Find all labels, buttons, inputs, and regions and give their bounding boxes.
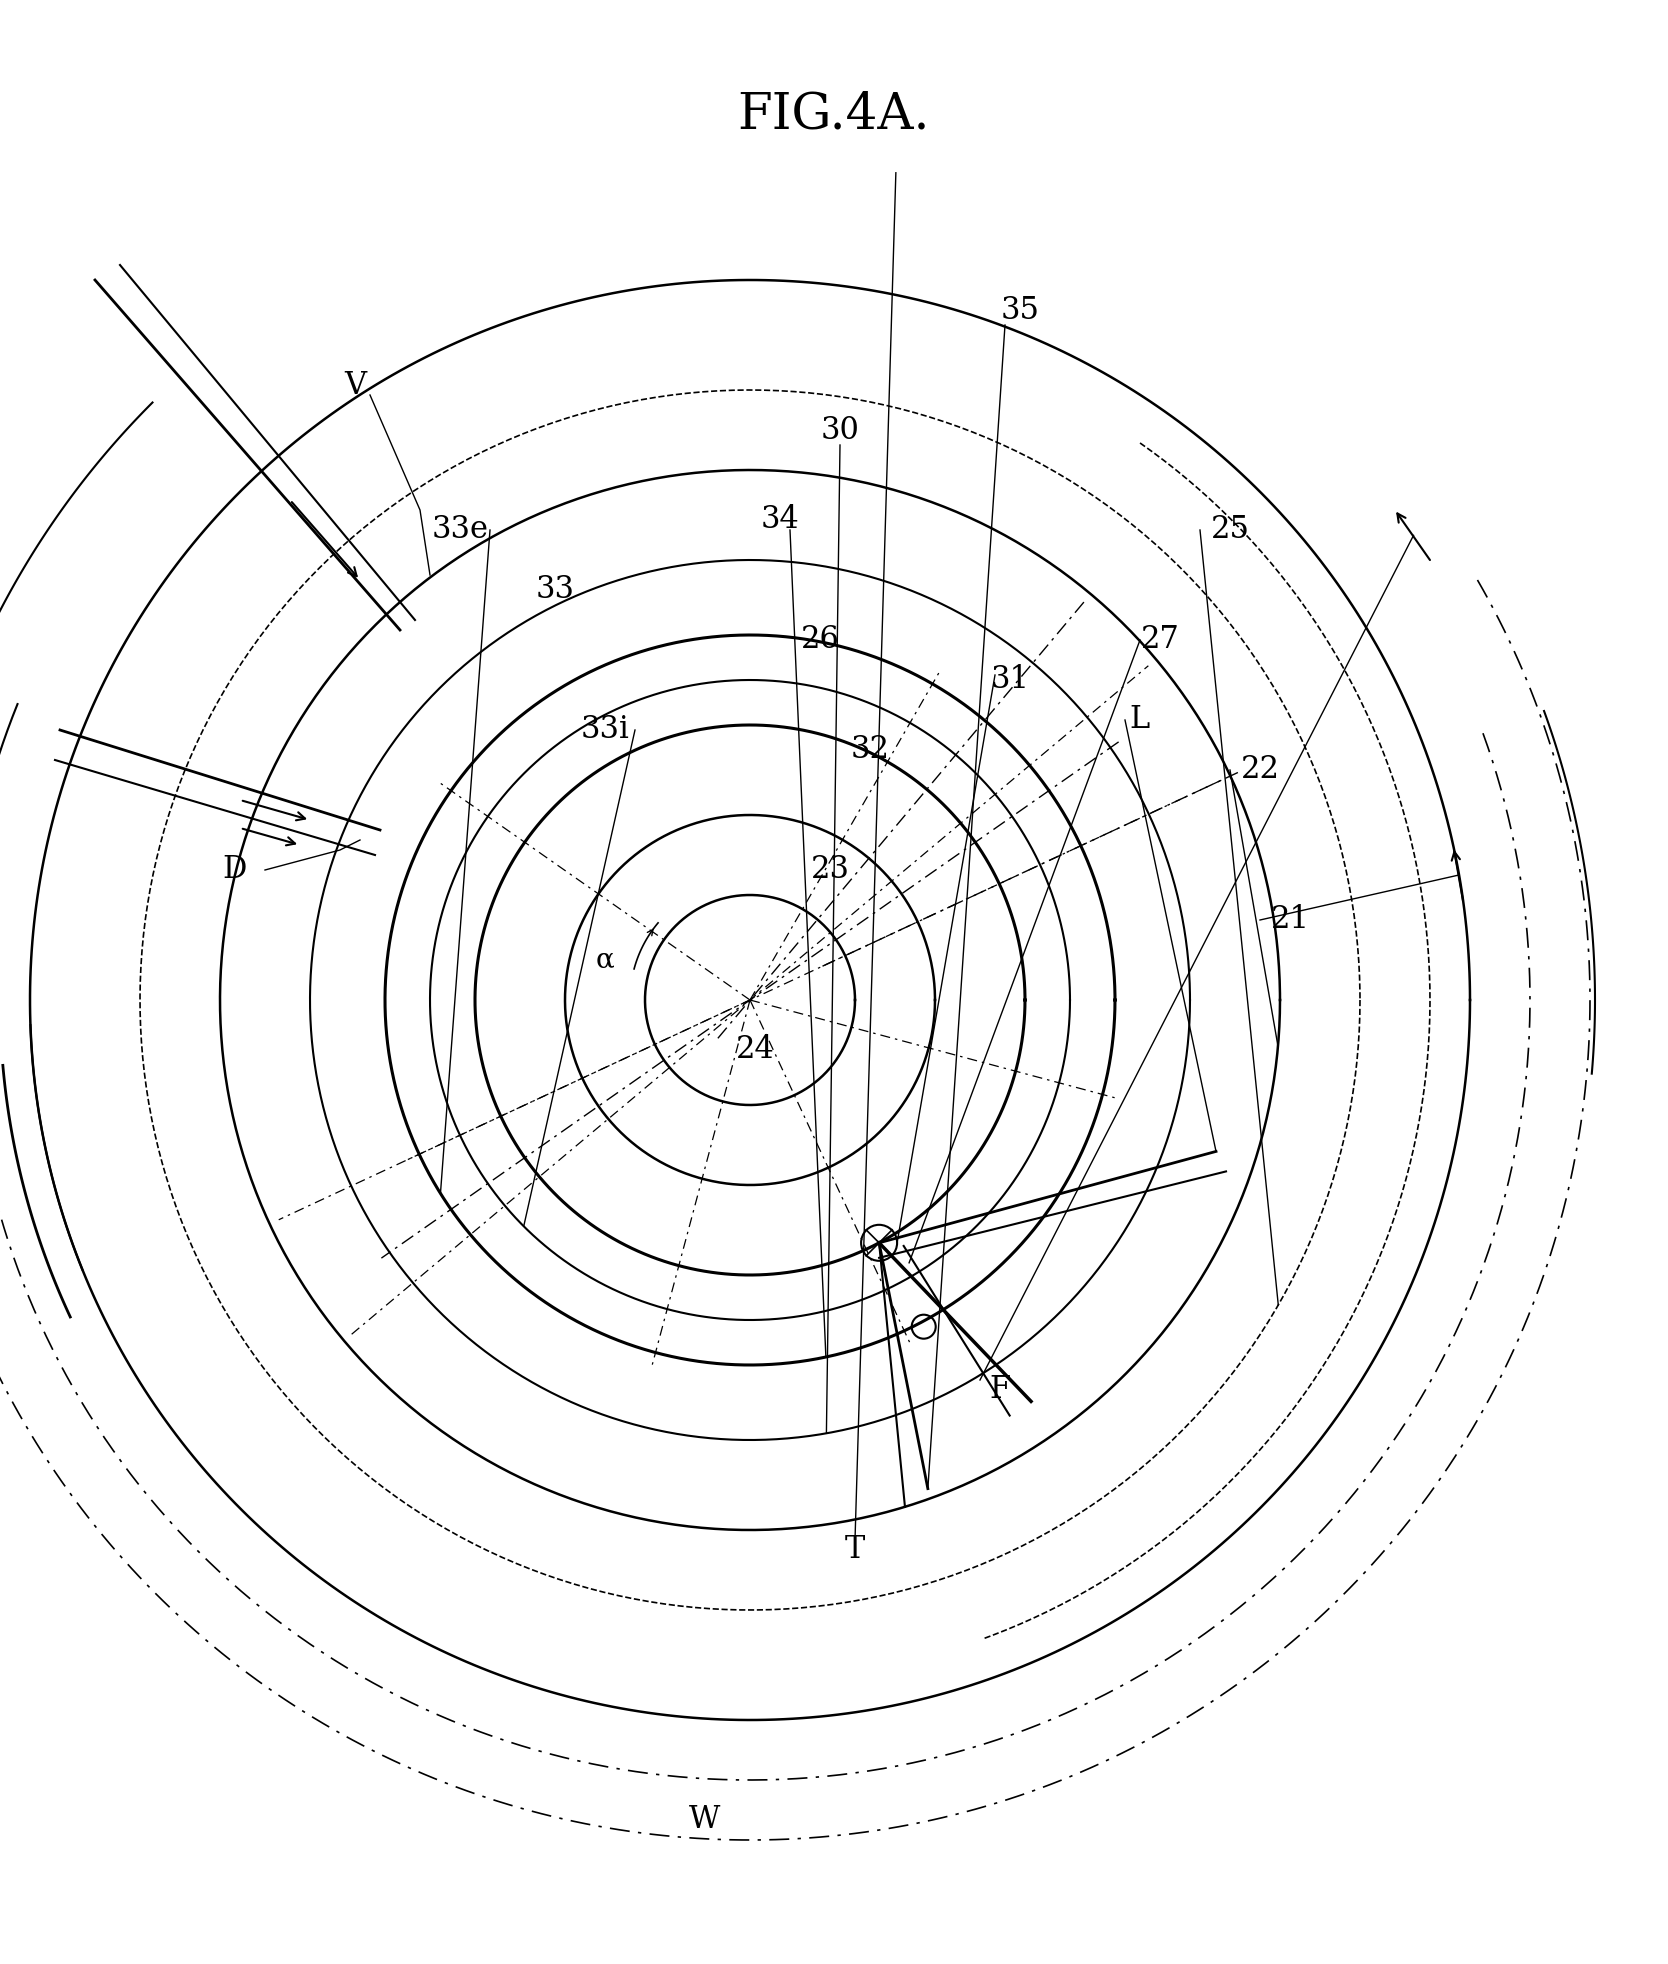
Text: F: F [989,1375,1011,1406]
Text: 34: 34 [761,505,799,536]
Text: 33i: 33i [580,715,629,746]
Text: D: D [224,854,247,886]
Text: 33: 33 [535,575,574,605]
Text: 22: 22 [1241,754,1279,786]
Text: 32: 32 [851,735,889,766]
Text: 30: 30 [821,414,859,446]
Text: 26: 26 [801,625,839,656]
Text: 25: 25 [1211,515,1249,546]
Text: 24: 24 [736,1035,774,1066]
Text: 23: 23 [811,854,849,886]
Text: L: L [1129,705,1151,735]
Text: 31: 31 [991,664,1029,695]
Text: 33e: 33e [432,515,489,546]
Text: 35: 35 [1001,295,1039,326]
Text: FIG.4A.: FIG.4A. [737,90,931,139]
Text: W: W [689,1805,721,1836]
Text: 27: 27 [1141,625,1179,656]
Text: T: T [846,1534,866,1565]
Text: 21: 21 [1271,905,1309,935]
Text: α: α [595,947,614,974]
Text: V: V [344,369,365,401]
